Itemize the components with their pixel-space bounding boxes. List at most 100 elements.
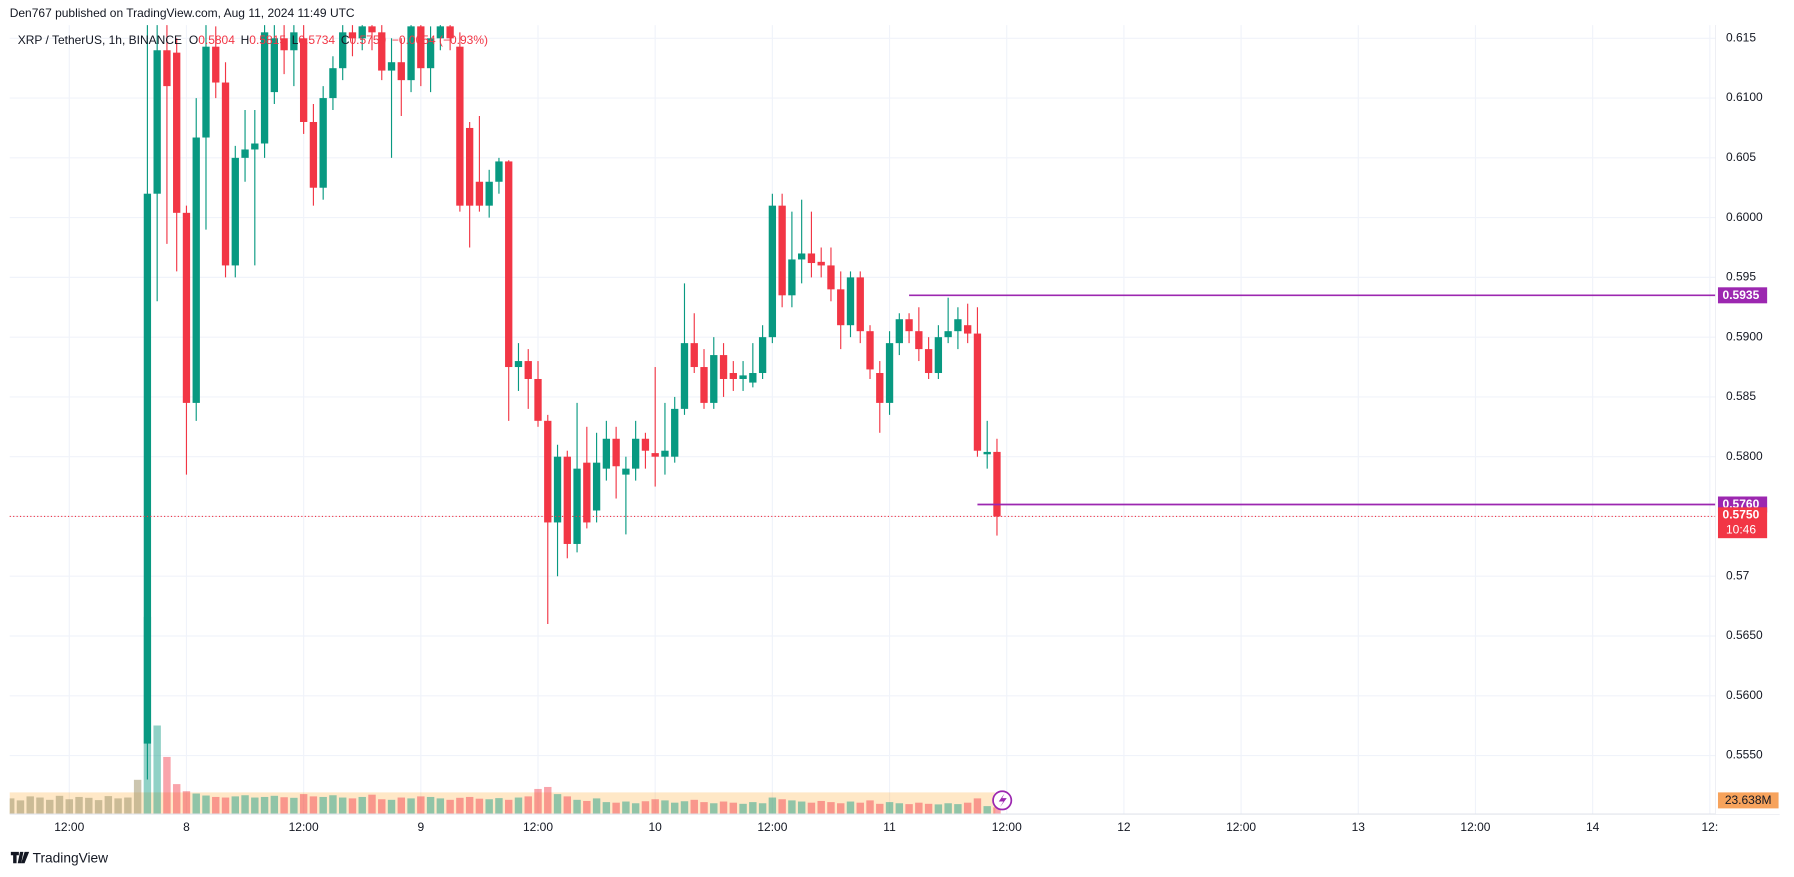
x-tick-label: 10 — [649, 820, 663, 834]
volume-bar — [583, 800, 591, 815]
volume-bar — [212, 796, 220, 815]
volume-bar — [749, 802, 757, 815]
volume-bar — [504, 799, 513, 815]
candle-body — [924, 349, 933, 374]
y-tick-label: 0.615 — [1726, 30, 1756, 44]
volume-bar — [182, 791, 191, 815]
candle-body — [612, 438, 620, 467]
volume-bar — [954, 804, 962, 815]
x-tick-label: 11 — [883, 820, 896, 834]
candle-body — [583, 462, 591, 523]
volume-bar — [46, 799, 54, 815]
y-tick-label: 0.5900 — [1726, 329, 1763, 343]
volume-bar — [661, 800, 669, 815]
y-tick-label: 0.5800 — [1726, 449, 1763, 463]
candle-body — [456, 46, 464, 206]
candle-body — [563, 456, 571, 544]
candle-body — [309, 121, 318, 188]
volume-bar — [456, 797, 464, 815]
volume-bar — [905, 804, 913, 815]
volume-bar — [133, 779, 142, 815]
legend-change: −0.0054 (−0.93%) — [392, 33, 488, 47]
volume-bar — [329, 795, 337, 815]
volume-bar — [192, 793, 200, 815]
candle-body — [944, 331, 952, 338]
candle-body — [866, 331, 874, 370]
candle-body — [885, 343, 894, 403]
legend-key: H — [241, 33, 250, 47]
candle-body — [241, 149, 249, 158]
volume-bar — [768, 797, 777, 815]
x-tick-label: 9 — [417, 820, 424, 834]
last-price-bg — [1717, 507, 1768, 539]
candle-body — [700, 367, 708, 403]
candle-body — [680, 343, 689, 409]
candle-body — [729, 373, 737, 379]
candle-body — [817, 261, 825, 266]
candle-body — [690, 343, 698, 368]
legend-key: L — [292, 33, 299, 47]
volume-bar — [553, 794, 562, 815]
legend-key: C — [341, 33, 350, 47]
volume-bar — [944, 803, 952, 815]
volume-bar — [348, 798, 357, 815]
candle-body — [592, 462, 601, 511]
volume-bar — [680, 801, 689, 815]
overlay — [9, 294, 1716, 518]
volume-bar — [895, 803, 904, 815]
y-tick-label: 0.57 — [1726, 568, 1750, 582]
candle-body — [417, 26, 425, 69]
volume-bar — [690, 799, 698, 815]
candle-body — [993, 451, 1001, 517]
candle-body — [251, 143, 259, 150]
axes: 0.5550 0.5600 0.5650 0.57 0.5750 0.5800 0.585 0… — [54, 30, 1779, 834]
y-tick-label: 0.5650 — [1726, 628, 1763, 642]
volume-bar — [338, 797, 347, 815]
volume-bar — [485, 799, 493, 815]
volume-bar — [299, 794, 308, 815]
candle-body — [514, 361, 523, 368]
candle-body — [973, 333, 982, 451]
volume-bar — [963, 802, 972, 815]
candle-body — [876, 373, 884, 403]
candle-body — [505, 161, 513, 368]
candle-body — [446, 26, 454, 39]
volume-bar — [739, 803, 747, 815]
candle-body — [143, 193, 152, 744]
countdown-label: 10:46 — [1726, 522, 1756, 536]
last-price-label: 0.5750 — [1723, 507, 1760, 521]
volume-bar — [436, 798, 445, 815]
candle-body — [212, 46, 220, 83]
volume-bar — [426, 796, 435, 815]
volume-bar — [36, 797, 44, 815]
candle-body — [290, 32, 298, 51]
volume-bar — [319, 796, 327, 815]
legend: XRP / TetherUS, 1h, BINANCE O0.5804 H0.581… — [18, 33, 488, 47]
volume-bar — [846, 801, 855, 815]
volume-bar — [827, 802, 835, 815]
volume-label: 23.638M — [1725, 793, 1772, 807]
candle-body — [671, 408, 679, 457]
volume-bar — [85, 797, 93, 815]
candle-body — [934, 337, 943, 374]
x-tick-label: 12: — [1701, 820, 1718, 834]
candle-body — [368, 26, 376, 33]
volume-bar — [280, 797, 288, 815]
x-tick-label: 12:00 — [54, 820, 84, 834]
volume-bar — [651, 799, 659, 815]
footer-brand: TradingView — [33, 850, 109, 865]
volume-bar — [378, 799, 386, 815]
candle-body — [280, 38, 288, 51]
y-tick-label: 0.605 — [1726, 150, 1756, 164]
y-tick-label: 0.6100 — [1726, 90, 1763, 104]
volume-bar — [163, 756, 171, 815]
candle-body — [895, 319, 903, 344]
candle-body — [661, 450, 669, 457]
volume-pane — [9, 616, 1001, 815]
legend-value: 0.5750 — [350, 33, 387, 47]
volume-bar — [514, 797, 523, 815]
volume-bar — [495, 798, 503, 815]
volume-bar — [700, 802, 708, 815]
